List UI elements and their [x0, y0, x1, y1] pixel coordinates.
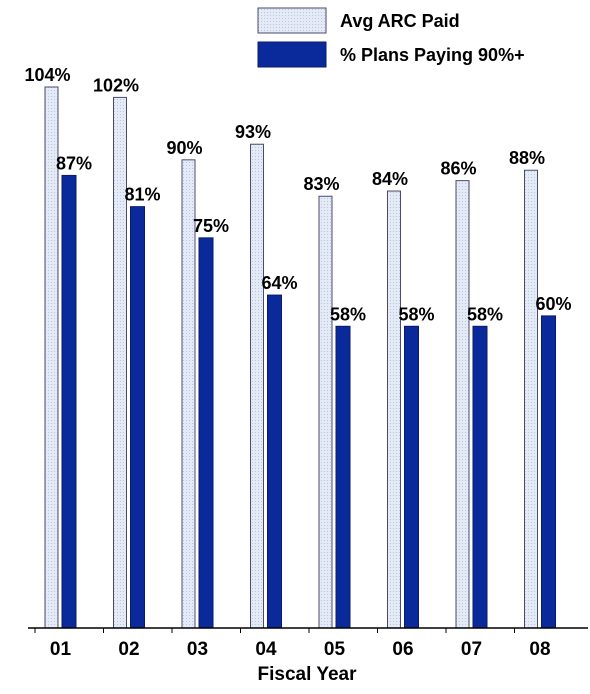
data-label-plans-paying-90-06: 58%	[398, 304, 434, 324]
x-axis: 01 02 03 04 05 06 07 08	[28, 627, 588, 660]
data-label-plans-paying-90-07: 58%	[467, 304, 503, 324]
x-tick-label-06: 06	[392, 639, 413, 660]
data-label-avg-arc-paid-04: 93%	[235, 122, 271, 142]
data-label-avg-arc-paid-01: 104%	[24, 65, 70, 85]
legend: Avg ARC Paid % Plans Paying 90%+	[257, 7, 525, 68]
x-tick-label-07: 07	[461, 639, 482, 660]
x-tick-label-01: 01	[50, 639, 72, 660]
data-label-plans-paying-90-05: 58%	[330, 304, 366, 324]
legend-swatch-avg-arc-paid	[257, 7, 327, 34]
bar-avg-arc-paid-02	[113, 96, 127, 629]
bar-avg-arc-paid-08	[524, 169, 538, 629]
bar-plans-paying-90-05	[335, 325, 351, 629]
data-label-avg-arc-paid-03: 90%	[166, 138, 202, 158]
bar-plans-paying-90-07	[472, 325, 488, 629]
bar-plans-paying-90-04	[267, 294, 282, 629]
data-label-avg-arc-paid-05: 83%	[303, 174, 339, 194]
data-label-plans-paying-90-04: 64%	[261, 273, 297, 293]
data-label-avg-arc-paid-07: 86%	[440, 159, 476, 179]
x-tick-label-08: 08	[529, 639, 550, 660]
bar-plans-paying-90-01	[61, 174, 77, 629]
data-label-avg-arc-paid-06: 84%	[372, 169, 408, 189]
data-label-avg-arc-paid-08: 88%	[509, 148, 545, 168]
data-label-plans-paying-90-03: 75%	[193, 216, 229, 236]
bar-plans-paying-90-03	[198, 237, 214, 629]
data-label-plans-paying-90-02: 81%	[124, 185, 160, 205]
x-tick-label-04: 04	[255, 639, 277, 660]
x-tick-label-03: 03	[187, 639, 208, 660]
legend-label-plans-paying-90: % Plans Paying 90%+	[340, 45, 525, 65]
plot-area: 104% 87% 102% 81% 90% 75% 93% 64% 83% 58% 84% 58% 86…	[24, 65, 572, 629]
bar-avg-arc-paid-05	[318, 195, 333, 629]
bar-avg-arc-paid-04	[250, 143, 264, 629]
data-label-plans-paying-90-08: 60%	[535, 294, 571, 314]
bar-plans-paying-90-06	[404, 325, 419, 629]
bar-plans-paying-90-08	[541, 315, 556, 629]
bar-avg-arc-paid-07	[455, 180, 470, 629]
x-tick-label-02: 02	[118, 639, 139, 660]
x-axis-title: Fiscal Year	[258, 664, 358, 685]
data-label-avg-arc-paid-02: 102%	[93, 75, 139, 95]
legend-swatch-plans-paying-90	[257, 41, 327, 68]
x-tick-label-05: 05	[324, 639, 346, 660]
legend-label-avg-arc-paid: Avg ARC Paid	[340, 11, 460, 31]
bar-plans-paying-90-02	[130, 206, 145, 629]
data-label-plans-paying-90-01: 87%	[56, 153, 92, 173]
bar-avg-arc-paid-06	[387, 190, 401, 629]
